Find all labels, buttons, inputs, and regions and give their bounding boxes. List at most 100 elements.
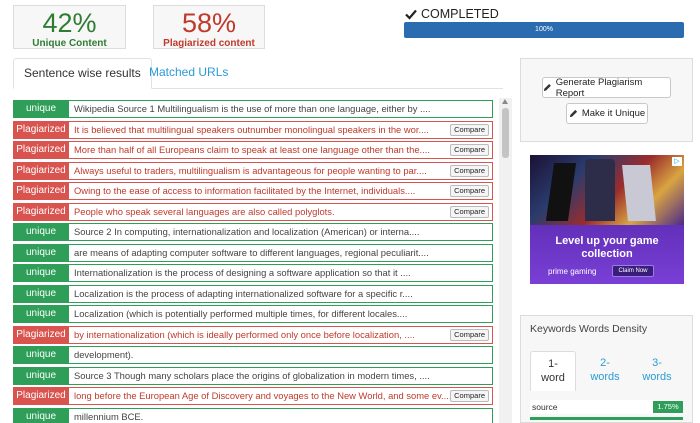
- sentence-cell: development).: [69, 346, 493, 364]
- ad-headline: Level up your game collection: [555, 235, 659, 260]
- generate-report-button[interactable]: Generate Plagiarism Report: [542, 76, 671, 99]
- sentence-cell: millennium BCE.: [69, 407, 493, 423]
- ad-info-icon[interactable]: ▷: [672, 157, 682, 166]
- result-row: unique millennium BCE.: [13, 407, 493, 423]
- result-row: unique Localization is the process of ada…: [13, 284, 493, 303]
- sentence-cell: It is believed that multilingual speaker…: [69, 120, 493, 139]
- unique-badge: unique: [13, 243, 69, 262]
- compare-button[interactable]: Compare: [450, 144, 489, 156]
- sentence-text: Localization (which is potentially perfo…: [74, 308, 408, 319]
- plagiarized-badge: Plagiarized: [13, 325, 69, 344]
- keyword-word: source: [532, 402, 558, 412]
- unique-badge: unique: [13, 223, 69, 241]
- unique-badge: unique: [13, 100, 69, 118]
- result-row: unique Source 3 Though many scholars plac…: [13, 366, 493, 385]
- plagiarized-badge: Plagiarized: [13, 387, 69, 405]
- sentence-text: More than half of all Europeans claim to…: [74, 144, 430, 155]
- advertisement-banner[interactable]: ▷ Level up your game collection prime ga…: [530, 155, 684, 284]
- sentence-cell: by internationalization (which is ideall…: [69, 325, 493, 344]
- plagiarized-badge: Plagiarized: [13, 182, 69, 200]
- sentence-cell: Source 3 Though many scholars place the …: [69, 366, 493, 385]
- make-unique-label: Make it Unique: [581, 108, 646, 119]
- sentence-cell: are means of adapting computer software …: [69, 243, 493, 262]
- tab-2-words[interactable]: 2- words: [590, 357, 620, 383]
- keyword-density-bar: [530, 417, 683, 420]
- plagiarized-percentage: 58%: [181, 8, 237, 38]
- compare-button[interactable]: Compare: [450, 164, 489, 177]
- unique-content-stat: 42% Unique Content: [13, 5, 126, 49]
- sentence-cell: Wikipedia Source 1 Multilingualism is th…: [69, 100, 493, 118]
- unique-badge: unique: [13, 305, 69, 323]
- keyword-density-value: 1.75%: [653, 401, 683, 413]
- sentence-text: Internationalization is the process of d…: [74, 267, 411, 278]
- sentence-cell: Internationalization is the process of d…: [69, 264, 493, 282]
- result-row: Plagiarized People who speak several lang…: [13, 202, 493, 221]
- result-row: unique Wikipedia Source 1 Multilingualism…: [13, 100, 493, 118]
- result-row: Plagiarized by internationalization (whic…: [13, 325, 493, 344]
- scroll-thumb[interactable]: [502, 108, 509, 158]
- result-row: Plagiarized More than half of all Europea…: [13, 141, 493, 159]
- sentence-cell: long before the European Age of Discover…: [69, 387, 493, 405]
- sentence-cell: More than half of all Europeans claim to…: [69, 141, 493, 159]
- tab-matched-urls[interactable]: Matched URLs: [149, 65, 229, 79]
- unique-badge: unique: [13, 346, 69, 364]
- unique-label: Unique Content: [32, 38, 107, 49]
- progress-fill: 100%: [404, 22, 684, 38]
- generate-report-label: Generate Plagiarism Report: [555, 76, 643, 99]
- sentence-text: It is believed that multilingual speaker…: [74, 123, 429, 135]
- result-row: unique development).: [13, 346, 493, 364]
- result-row: Plagiarized Always useful to traders, mul…: [13, 161, 493, 180]
- sentence-cell: Always useful to traders, multilingualis…: [69, 161, 493, 180]
- unique-badge: unique: [13, 284, 69, 303]
- keywords-title: Keywords Words Density: [530, 323, 648, 335]
- sentence-text: Source 3 Though many scholars place the …: [74, 369, 430, 381]
- compare-button[interactable]: Compare: [450, 185, 489, 197]
- results-tabs: Sentence wise results Matched URLs: [13, 58, 503, 89]
- compare-button[interactable]: Compare: [450, 390, 489, 402]
- status-label: COMPLETED: [421, 7, 499, 21]
- sentence-cell: Owing to the ease of access to informati…: [69, 182, 493, 200]
- plagiarized-badge: Plagiarized: [13, 161, 69, 180]
- sentence-text: Localization is the process of adapting …: [74, 287, 413, 299]
- ad-game-artwork: [530, 155, 684, 225]
- unique-badge: unique: [13, 407, 69, 423]
- plagiarized-content-stat: 58% Plagiarized content: [153, 5, 265, 49]
- compare-button[interactable]: Compare: [450, 328, 489, 341]
- result-row: Plagiarized Owing to the ease of access t…: [13, 182, 493, 200]
- check-icon: [405, 9, 417, 20]
- sentence-cell: Localization (which is potentially perfo…: [69, 305, 493, 323]
- sentence-text: long before the European Age of Discover…: [74, 390, 452, 401]
- keyword-row: source 1.75%: [530, 400, 683, 414]
- results-scrollbar[interactable]: [499, 98, 512, 423]
- sentence-results-list: unique Wikipedia Source 1 Multilingualism…: [13, 98, 493, 423]
- pencil-icon: [569, 109, 577, 118]
- compare-button[interactable]: Compare: [450, 123, 489, 136]
- status-completed: COMPLETED: [405, 7, 499, 21]
- sentence-cell: Source 2 In computing, internationalizat…: [69, 223, 493, 241]
- plagiarized-label: Plagiarized content: [163, 38, 255, 49]
- sentence-text: by internationalization (which is ideall…: [74, 328, 415, 340]
- tab-1-word[interactable]: 1- word: [530, 351, 576, 391]
- progress-bar: 100%: [404, 22, 684, 38]
- compare-button[interactable]: Compare: [450, 205, 489, 218]
- scroll-up-arrow-icon[interactable]: [502, 99, 508, 104]
- ad-brand: prime gaming: [548, 267, 597, 276]
- plagiarized-badge: Plagiarized: [13, 141, 69, 159]
- sentence-text: millennium BCE.: [74, 410, 144, 422]
- sentence-text: Wikipedia Source 1 Multilingualism is th…: [74, 103, 431, 114]
- result-row: unique Localization (which is potentially…: [13, 305, 493, 323]
- tab-sentence-wise[interactable]: Sentence wise results: [13, 58, 152, 89]
- sentence-text: Always useful to traders, multilingualis…: [74, 164, 427, 176]
- tab-3-words[interactable]: 3- words: [642, 357, 672, 383]
- sentence-cell: Localization is the process of adapting …: [69, 284, 493, 303]
- result-row: Plagiarized long before the European Age …: [13, 387, 493, 405]
- actions-panel: Generate Plagiarism Report Make it Uniqu…: [520, 58, 693, 142]
- unique-badge: unique: [13, 264, 69, 282]
- make-unique-button[interactable]: Make it Unique: [566, 103, 648, 124]
- sentence-text: Owing to the ease of access to informati…: [74, 185, 416, 196]
- keywords-density-panel: Keywords Words Density 1- word 2- words 3-…: [520, 315, 693, 423]
- sentence-text: are means of adapting computer software …: [74, 246, 429, 258]
- sentence-text: development).: [74, 349, 134, 360]
- result-row: unique Internationalization is the proces…: [13, 264, 493, 282]
- ad-claim-button[interactable]: Claim Now: [612, 265, 654, 277]
